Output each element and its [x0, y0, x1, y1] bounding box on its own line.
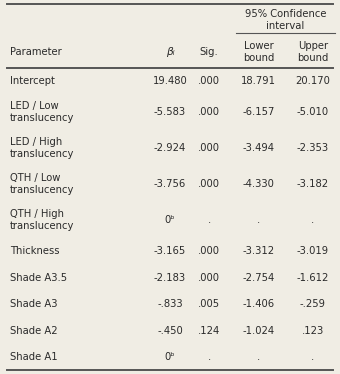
Text: 0ᵇ: 0ᵇ	[165, 215, 175, 225]
Text: 20.170: 20.170	[295, 76, 330, 86]
Text: .: .	[207, 352, 211, 362]
Text: Intercept: Intercept	[10, 76, 55, 86]
Text: .000: .000	[198, 143, 220, 153]
Text: Shade A3: Shade A3	[10, 299, 58, 309]
Text: -2.353: -2.353	[297, 143, 329, 153]
Text: βᵢ: βᵢ	[166, 47, 174, 57]
Text: -3.312: -3.312	[242, 246, 274, 256]
Text: .123: .123	[302, 325, 324, 335]
Text: Shade A2: Shade A2	[10, 325, 58, 335]
Text: .000: .000	[198, 179, 220, 189]
Text: Parameter: Parameter	[10, 47, 62, 57]
Text: Thickness: Thickness	[10, 246, 60, 256]
Text: -3.182: -3.182	[297, 179, 329, 189]
Text: -3.756: -3.756	[154, 179, 186, 189]
Text: 18.791: 18.791	[241, 76, 276, 86]
Text: -.259: -.259	[300, 299, 326, 309]
Text: -5.583: -5.583	[154, 107, 186, 117]
Text: -2.183: -2.183	[154, 273, 186, 283]
Text: -.450: -.450	[157, 325, 183, 335]
Text: 19.480: 19.480	[153, 76, 187, 86]
Text: .000: .000	[198, 246, 220, 256]
Text: .: .	[311, 352, 314, 362]
Text: Shade A1: Shade A1	[10, 352, 58, 362]
Text: -2.924: -2.924	[154, 143, 186, 153]
Text: 0ᵇ: 0ᵇ	[165, 352, 175, 362]
Text: -1.406: -1.406	[242, 299, 274, 309]
Text: .: .	[257, 352, 260, 362]
Text: Shade A3.5: Shade A3.5	[10, 273, 67, 283]
Text: .000: .000	[198, 273, 220, 283]
Text: .000: .000	[198, 107, 220, 117]
Text: -3.165: -3.165	[154, 246, 186, 256]
Text: .005: .005	[198, 299, 220, 309]
Text: Sig.: Sig.	[200, 47, 219, 57]
Text: QTH / Low
translucency: QTH / Low translucency	[10, 173, 74, 195]
Text: 95% Confidence
interval: 95% Confidence interval	[245, 9, 326, 31]
Text: -1.024: -1.024	[242, 325, 274, 335]
Text: -3.019: -3.019	[297, 246, 329, 256]
Text: .000: .000	[198, 76, 220, 86]
Text: -6.157: -6.157	[242, 107, 275, 117]
Text: -3.494: -3.494	[242, 143, 274, 153]
Text: .: .	[207, 215, 211, 225]
Text: LED / Low
translucency: LED / Low translucency	[10, 101, 74, 123]
Text: Upper
bound: Upper bound	[297, 41, 328, 63]
Text: QTH / High
translucency: QTH / High translucency	[10, 209, 74, 231]
Text: .: .	[257, 215, 260, 225]
Text: LED / High
translucency: LED / High translucency	[10, 137, 74, 159]
Text: -.833: -.833	[157, 299, 183, 309]
Text: -1.612: -1.612	[296, 273, 329, 283]
Text: -4.330: -4.330	[242, 179, 274, 189]
Text: -5.010: -5.010	[297, 107, 329, 117]
Text: .: .	[311, 215, 314, 225]
Text: -2.754: -2.754	[242, 273, 274, 283]
Text: .124: .124	[198, 325, 220, 335]
Text: Lower
bound: Lower bound	[243, 41, 274, 63]
